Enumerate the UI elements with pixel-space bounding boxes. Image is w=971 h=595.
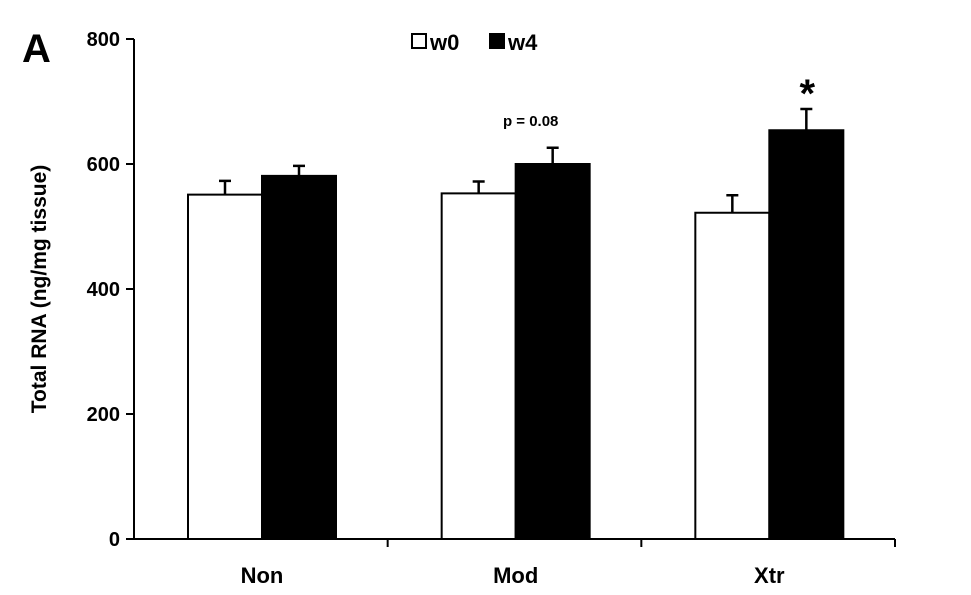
bar-w4-xtr xyxy=(768,129,845,540)
bar-w0-non xyxy=(187,193,263,540)
x-category-label: Xtr xyxy=(754,563,785,588)
y-ticks: 0 200 400 600 800 xyxy=(87,29,134,551)
significance-marker: * xyxy=(800,72,816,116)
legend-swatch-w0 xyxy=(411,33,427,49)
p-value-annotation: p = 0.08 xyxy=(503,113,558,130)
bar-w0-xtr xyxy=(694,211,771,540)
x-categories: Non Mod Xtr xyxy=(241,563,785,588)
y-tick-label: 400 xyxy=(87,279,120,301)
legend-swatch-w4 xyxy=(489,33,505,49)
panel-label: A xyxy=(22,27,51,71)
y-tick-label: 800 xyxy=(87,29,120,51)
bar-w0-mod xyxy=(440,192,517,540)
legend-label-w0: w0 xyxy=(429,30,459,55)
y-tick-label: 0 xyxy=(109,529,120,551)
error-bars xyxy=(219,107,813,213)
bar-w4-non xyxy=(261,174,337,540)
annotations: p = 0.08 * xyxy=(503,72,816,130)
legend: w0 w4 xyxy=(411,30,538,55)
x-category-label: Mod xyxy=(493,563,538,588)
bars xyxy=(187,129,845,540)
y-tick-label: 600 xyxy=(87,154,120,176)
legend-label-w4: w4 xyxy=(507,30,538,55)
bar-w4-mod xyxy=(514,163,591,540)
y-tick-label: 200 xyxy=(87,404,120,426)
y-axis-title: Total RNA (ng/mg tissue) xyxy=(28,165,51,414)
x-category-label: Non xyxy=(241,563,284,588)
